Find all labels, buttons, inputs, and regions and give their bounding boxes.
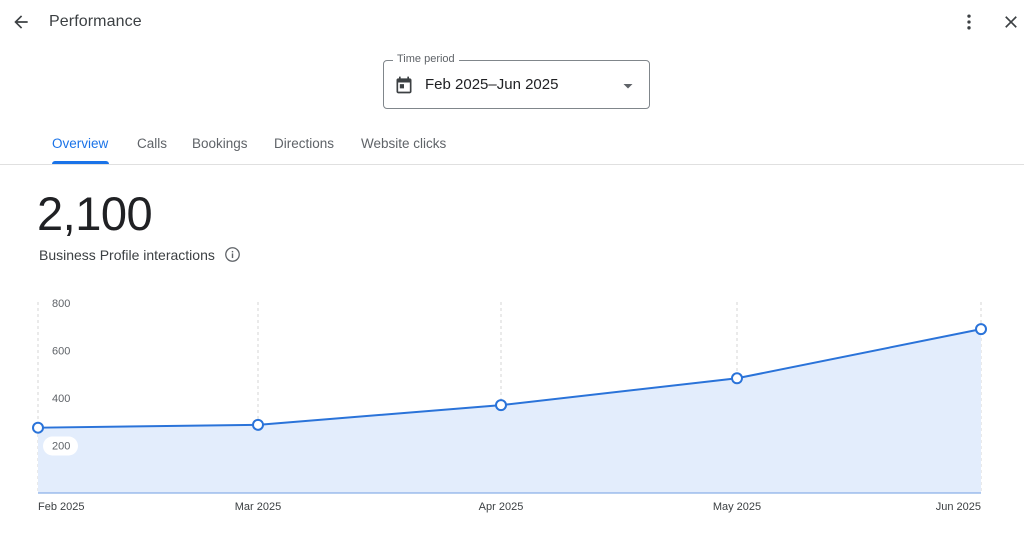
x-tick-label: Feb 2025	[38, 501, 84, 513]
x-tick-label: Apr 2025	[479, 501, 524, 513]
tab-overview[interactable]: Overview	[52, 136, 109, 151]
back-button[interactable]	[5, 6, 37, 38]
more-vert-icon	[967, 14, 971, 30]
x-tick-label: Mar 2025	[235, 501, 281, 513]
calendar-icon	[396, 76, 412, 94]
x-tick-label: May 2025	[713, 501, 761, 513]
interactions-total: 2,100	[37, 187, 153, 240]
dropdown-arrow-icon	[623, 84, 633, 89]
y-tick-label: 200	[52, 441, 70, 453]
y-tick-label: 800	[52, 298, 70, 310]
data-point[interactable]	[975, 323, 987, 336]
info-icon[interactable]	[224, 246, 241, 263]
y-tick-label: 600	[52, 346, 70, 358]
close-icon	[1005, 16, 1017, 28]
tab-directions[interactable]: Directions	[274, 136, 335, 151]
tab-bar: Overview Calls Bookings Directions Websi…	[0, 120, 1024, 165]
time-period-select[interactable]: Time period Feb 2025–Jun 2025	[383, 53, 650, 109]
more-options-button[interactable]	[953, 6, 985, 38]
data-point[interactable]	[252, 418, 264, 431]
tab-bookings[interactable]: Bookings	[192, 136, 248, 151]
area-fill	[38, 329, 981, 493]
tab-website-clicks[interactable]: Website clicks	[361, 136, 447, 151]
time-period-value: Feb 2025–Jun 2025	[425, 76, 559, 93]
tab-calls[interactable]: Calls	[137, 136, 168, 151]
data-point[interactable]	[495, 399, 507, 412]
y-tick-label-bg	[43, 436, 78, 456]
page-title: Performance	[49, 13, 142, 30]
active-tab-indicator	[52, 161, 109, 164]
data-point[interactable]	[32, 421, 44, 434]
interactions-label: Business Profile interactions	[39, 247, 215, 263]
time-period-label: Time period	[393, 53, 459, 65]
y-tick-label: 400	[52, 393, 70, 405]
interactions-chart: 200 400 600 800 Feb 2025 Mar 2025 Apr 2025 May …	[32, 298, 987, 513]
data-point[interactable]	[731, 372, 743, 385]
x-tick-label: Jun 2025	[936, 501, 981, 513]
arrow-back-icon	[14, 15, 28, 29]
top-bar: Performance	[0, 0, 1024, 46]
close-button[interactable]	[995, 6, 1024, 38]
